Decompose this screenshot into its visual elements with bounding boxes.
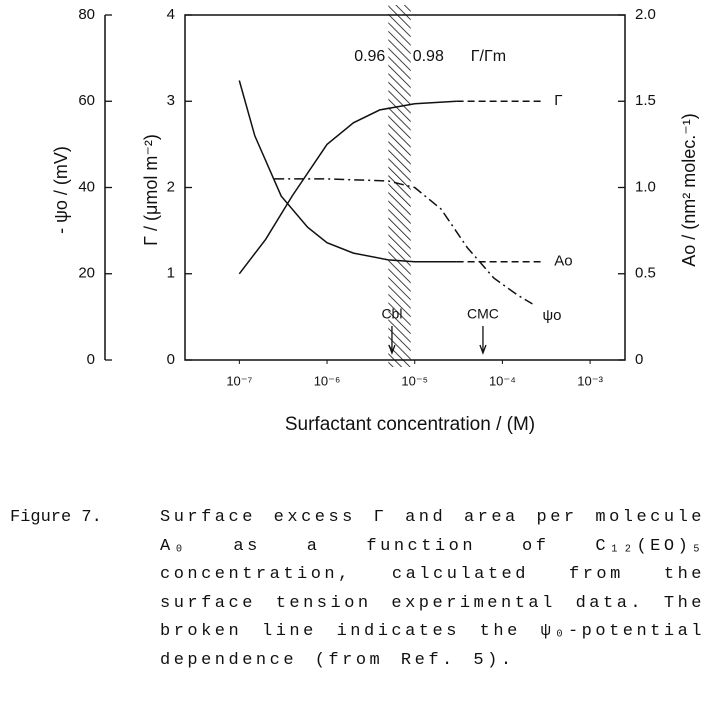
y-tick-label: 60 xyxy=(78,92,95,109)
y-tick-label: 3 xyxy=(167,92,175,109)
series-line xyxy=(238,80,457,263)
arrow-head xyxy=(479,344,487,355)
y-tick-label: 0 xyxy=(635,351,643,368)
hatched-band xyxy=(388,5,411,367)
x-axis-label: Surfactant concentration / (M) xyxy=(285,414,535,435)
x-tick-label: 10⁻⁵ xyxy=(401,373,428,388)
y-tick-label: 1.0 xyxy=(635,178,656,195)
arrow-head xyxy=(388,344,396,355)
y-tick-label: 2.0 xyxy=(635,6,656,23)
caption-label: Figure 7. xyxy=(10,508,102,527)
y-tick-label: 1.5 xyxy=(635,92,656,109)
series-label: Γ xyxy=(554,92,562,109)
band-label: 0.98 xyxy=(413,48,444,65)
y3-axis-label: - ψo / (mV) xyxy=(51,146,71,234)
y-tick-label: 40 xyxy=(78,178,95,195)
caption-text: Surface excess Γ and area per molecule A… xyxy=(160,508,705,670)
chart: Surfactant concentration / (M) - ψo / (m… xyxy=(51,5,699,435)
series-line xyxy=(274,178,533,305)
y-tick-label: 0 xyxy=(87,351,95,368)
y-tick-label: 80 xyxy=(78,6,95,23)
y-tick-label: 0 xyxy=(167,351,175,368)
x-tick-label: 10⁻⁷ xyxy=(226,373,252,388)
y-axis-label: Γ / (μmol m⁻²) xyxy=(141,134,161,246)
annotation: CMC xyxy=(467,306,499,322)
y-tick-label: 2 xyxy=(167,178,175,195)
band-title: Γ/Γm xyxy=(471,48,506,65)
series-label: Ao xyxy=(554,253,572,270)
y-tick-label: 20 xyxy=(78,265,95,282)
x-tick-label: 10⁻⁶ xyxy=(314,373,341,388)
y-tick-label: 0.5 xyxy=(635,265,656,282)
annotation: Cbl xyxy=(381,306,402,322)
series-label: ψo xyxy=(542,307,561,324)
x-tick-label: 10⁻⁴ xyxy=(489,373,516,388)
series-line xyxy=(238,100,457,275)
y-tick-label: 4 xyxy=(167,6,175,23)
band-label: 0.96 xyxy=(354,48,385,65)
y2-axis-label: Ao / (nm² molec.⁻¹) xyxy=(679,113,699,267)
y-tick-label: 1 xyxy=(167,265,175,282)
x-tick-label: 10⁻³ xyxy=(577,373,603,388)
